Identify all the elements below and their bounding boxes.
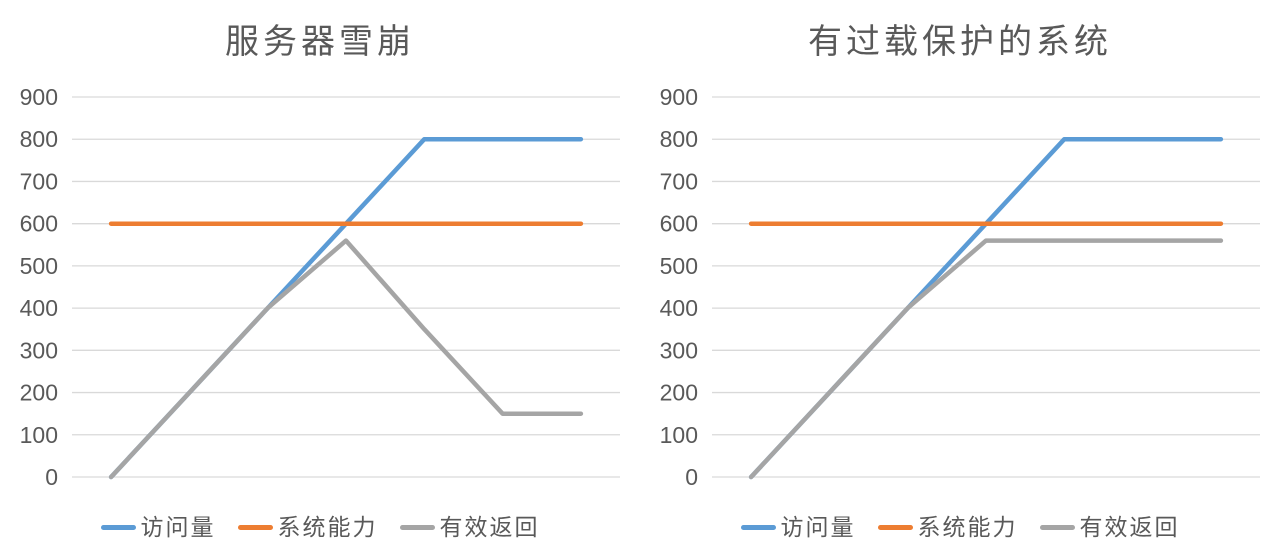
chart-overload-protected: 有过载保护的系统 0 100 200 300 400 500 600 700 800 900 访问… — [640, 0, 1280, 560]
legend-item: 有效返回 — [1039, 514, 1180, 542]
y-axis-tick-label: 200 — [20, 380, 58, 406]
plot-area: 0 100 200 300 400 500 600 700 800 900 — [20, 84, 620, 490]
legend-item: 有效返回 — [399, 514, 540, 542]
legend-label: 系统能力 — [917, 514, 1018, 540]
y-axis-tick-label: 800 — [660, 126, 698, 152]
legend-line-swatch-icon — [1039, 525, 1075, 531]
legend: 访问量 系统能力 有效返回 — [640, 514, 1280, 542]
y-axis-tick-label: 0 — [45, 464, 58, 490]
legend-line-swatch-icon — [740, 525, 776, 531]
y-axis-tick-label: 600 — [660, 211, 698, 237]
legend-label: 系统能力 — [277, 514, 378, 540]
chart-title: 服务器雪崩 — [225, 23, 415, 61]
series-line-2-有效返回 — [748, 238, 1224, 480]
legend-line-swatch-icon — [237, 525, 273, 531]
legend: 访问量 系统能力 有效返回 — [0, 514, 640, 542]
legend-line-swatch-icon — [399, 525, 435, 531]
legend-item: 系统能力 — [877, 514, 1018, 542]
plot-area: 0 100 200 300 400 500 600 700 800 900 — [660, 84, 1260, 490]
legend-label: 访问量 — [780, 514, 856, 540]
y-axis-tick-label: 200 — [660, 380, 698, 406]
legend-item: 访问量 — [100, 514, 216, 542]
y-axis-tick-label: 400 — [660, 295, 698, 321]
y-axis-tick-label: 500 — [660, 253, 698, 279]
y-axis-tick-label: 800 — [20, 126, 58, 152]
legend-item: 访问量 — [740, 514, 856, 542]
y-axis-tick-label: 100 — [660, 422, 698, 448]
series-line-2-有效返回 — [108, 238, 584, 480]
y-axis-tick-label: 400 — [20, 295, 58, 321]
y-axis-tick-label: 500 — [20, 253, 58, 279]
y-axis-tick-label: 100 — [20, 422, 58, 448]
y-axis-tick-label: 300 — [660, 337, 698, 363]
y-axis-tick-label: 900 — [20, 84, 58, 110]
y-axis-tick-label: 700 — [20, 168, 58, 194]
y-axis-tick-label: 600 — [20, 211, 58, 237]
y-axis-tick-label: 300 — [20, 337, 58, 363]
legend-line-swatch-icon — [877, 525, 913, 531]
y-axis-tick-label: 700 — [660, 168, 698, 194]
chart-server-avalanche: 服务器雪崩 0 100 200 300 400 500 600 700 800 900 访问量 系统… — [0, 23, 640, 542]
legend-item: 系统能力 — [237, 514, 378, 542]
legend-label: 有效返回 — [439, 514, 540, 540]
y-axis-tick-label: 0 — [685, 464, 698, 490]
legend-label: 访问量 — [140, 514, 216, 540]
y-axis-tick-label: 900 — [660, 84, 698, 110]
chart-title: 有过载保护的系统 — [808, 23, 1112, 61]
legend-label: 有效返回 — [1079, 514, 1180, 540]
legend-line-swatch-icon — [100, 525, 136, 531]
